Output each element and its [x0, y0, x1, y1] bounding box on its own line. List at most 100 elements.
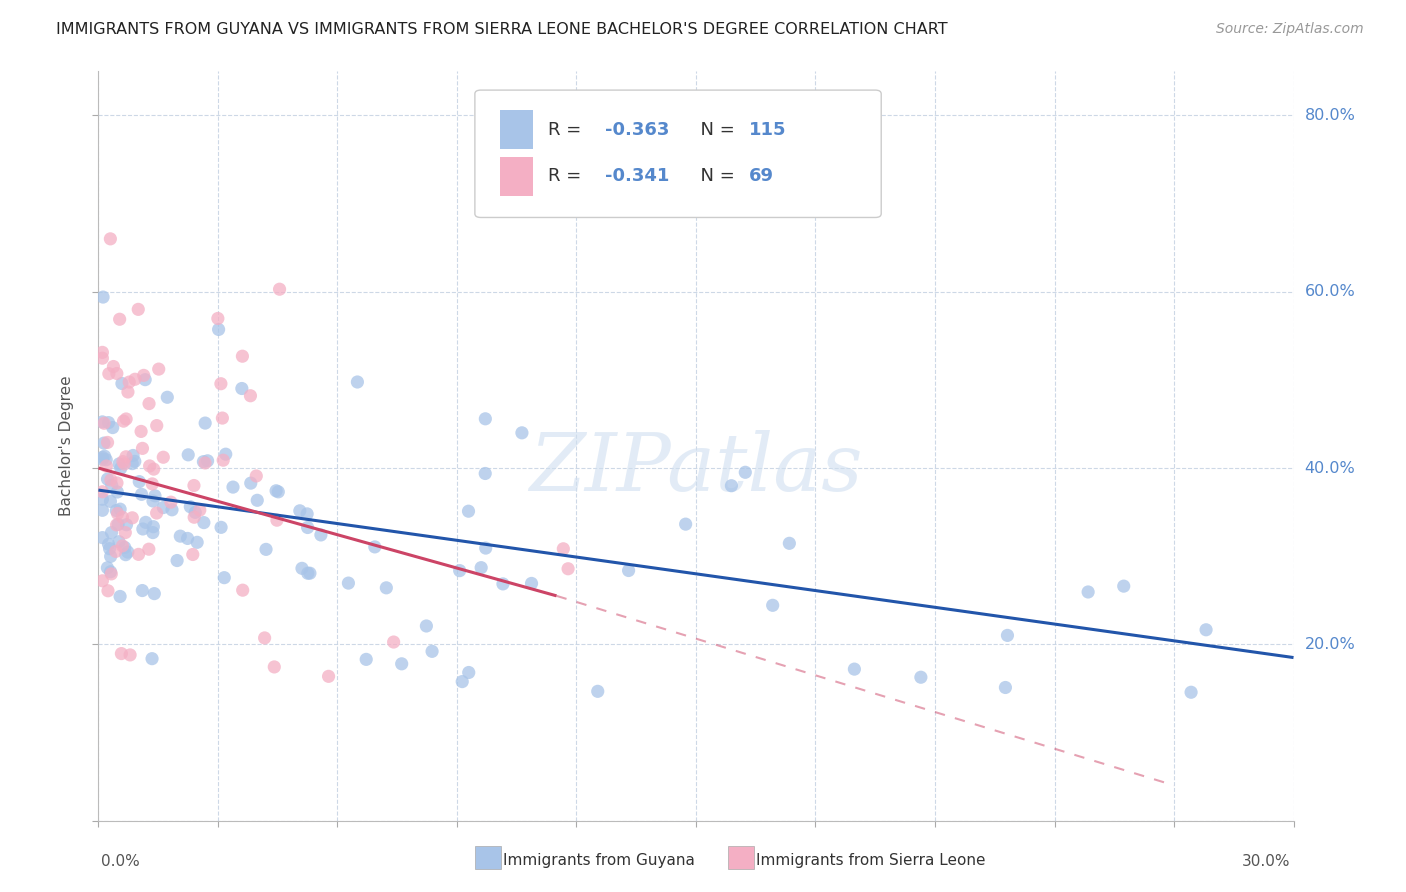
Point — [152, 500, 174, 515]
Point — [121, 511, 143, 525]
Point — [451, 674, 474, 689]
Point — [391, 657, 413, 671]
Point — [101, 420, 124, 434]
Point — [108, 457, 131, 471]
Point — [176, 532, 198, 546]
Point — [115, 450, 138, 464]
Point — [295, 507, 318, 521]
Bar — [728, 846, 754, 869]
Point — [778, 536, 800, 550]
Point — [128, 547, 150, 561]
Point — [267, 484, 290, 499]
Point — [254, 542, 277, 557]
Point — [91, 351, 114, 366]
Point — [910, 670, 932, 684]
Point — [557, 562, 579, 576]
Point — [246, 493, 269, 508]
Point — [111, 455, 134, 469]
Point — [309, 528, 332, 542]
Point — [160, 495, 183, 509]
Point — [121, 457, 143, 471]
Point — [212, 453, 235, 467]
Point — [138, 542, 160, 557]
Point — [734, 465, 756, 479]
Point — [129, 425, 152, 439]
Point — [112, 414, 135, 428]
Point — [142, 519, 165, 533]
Text: IMMIGRANTS FROM GUYANA VS IMMIGRANTS FROM SIERRA LEONE BACHELOR'S DEGREE CORRELA: IMMIGRANTS FROM GUYANA VS IMMIGRANTS FRO… — [56, 22, 948, 37]
Bar — [475, 846, 501, 869]
Point — [96, 435, 118, 450]
Point — [152, 450, 174, 465]
Point — [91, 484, 114, 499]
Point — [127, 302, 149, 317]
Point — [193, 516, 215, 530]
Point — [1180, 685, 1202, 699]
Point — [148, 362, 170, 376]
Point — [232, 583, 254, 598]
Point — [222, 480, 245, 494]
Point — [194, 416, 217, 430]
Point — [231, 349, 253, 363]
Point — [114, 548, 136, 562]
Point — [211, 411, 233, 425]
Point — [96, 561, 118, 575]
Point — [100, 478, 122, 492]
Point — [193, 455, 215, 469]
Point — [100, 494, 122, 508]
Point — [91, 531, 114, 545]
Point — [98, 232, 122, 246]
Text: 69: 69 — [748, 168, 773, 186]
Point — [110, 461, 132, 475]
Point — [96, 472, 118, 486]
Point — [96, 452, 118, 467]
Point — [131, 583, 153, 598]
Point — [91, 503, 114, 517]
Point — [128, 475, 150, 489]
Point — [110, 647, 132, 661]
Point — [108, 502, 131, 516]
Point — [160, 503, 183, 517]
Text: 0.0%: 0.0% — [101, 854, 141, 869]
Point — [197, 454, 219, 468]
Point — [415, 619, 437, 633]
Text: -0.363: -0.363 — [605, 120, 669, 139]
Point — [181, 548, 204, 562]
Point — [97, 416, 120, 430]
Point — [231, 382, 253, 396]
Point — [135, 516, 157, 530]
Point — [105, 367, 128, 381]
Point — [107, 517, 129, 532]
Point — [470, 560, 492, 574]
Point — [93, 436, 115, 450]
Point — [1112, 579, 1135, 593]
Point — [994, 681, 1017, 695]
Point — [91, 492, 114, 507]
Point — [297, 520, 319, 534]
Point — [457, 665, 479, 680]
Point — [492, 577, 515, 591]
Point — [100, 565, 122, 579]
Point — [143, 587, 166, 601]
Point — [111, 539, 134, 553]
Point — [117, 384, 139, 399]
Point — [134, 373, 156, 387]
Point — [105, 485, 128, 500]
Point — [132, 522, 155, 536]
Point — [188, 503, 211, 517]
Text: Immigrants from Guyana: Immigrants from Guyana — [503, 854, 695, 868]
Point — [97, 367, 120, 381]
Point — [298, 566, 321, 581]
Text: Immigrants from Sierra Leone: Immigrants from Sierra Leone — [756, 854, 986, 868]
Point — [93, 449, 115, 463]
Point — [269, 282, 291, 296]
Point — [108, 590, 131, 604]
Point — [209, 520, 232, 534]
Text: 60.0%: 60.0% — [1305, 285, 1355, 299]
Point — [100, 566, 122, 581]
Point — [253, 631, 276, 645]
Text: 80.0%: 80.0% — [1305, 108, 1355, 123]
Point — [239, 476, 262, 491]
Point — [91, 450, 114, 465]
Point — [142, 494, 165, 508]
